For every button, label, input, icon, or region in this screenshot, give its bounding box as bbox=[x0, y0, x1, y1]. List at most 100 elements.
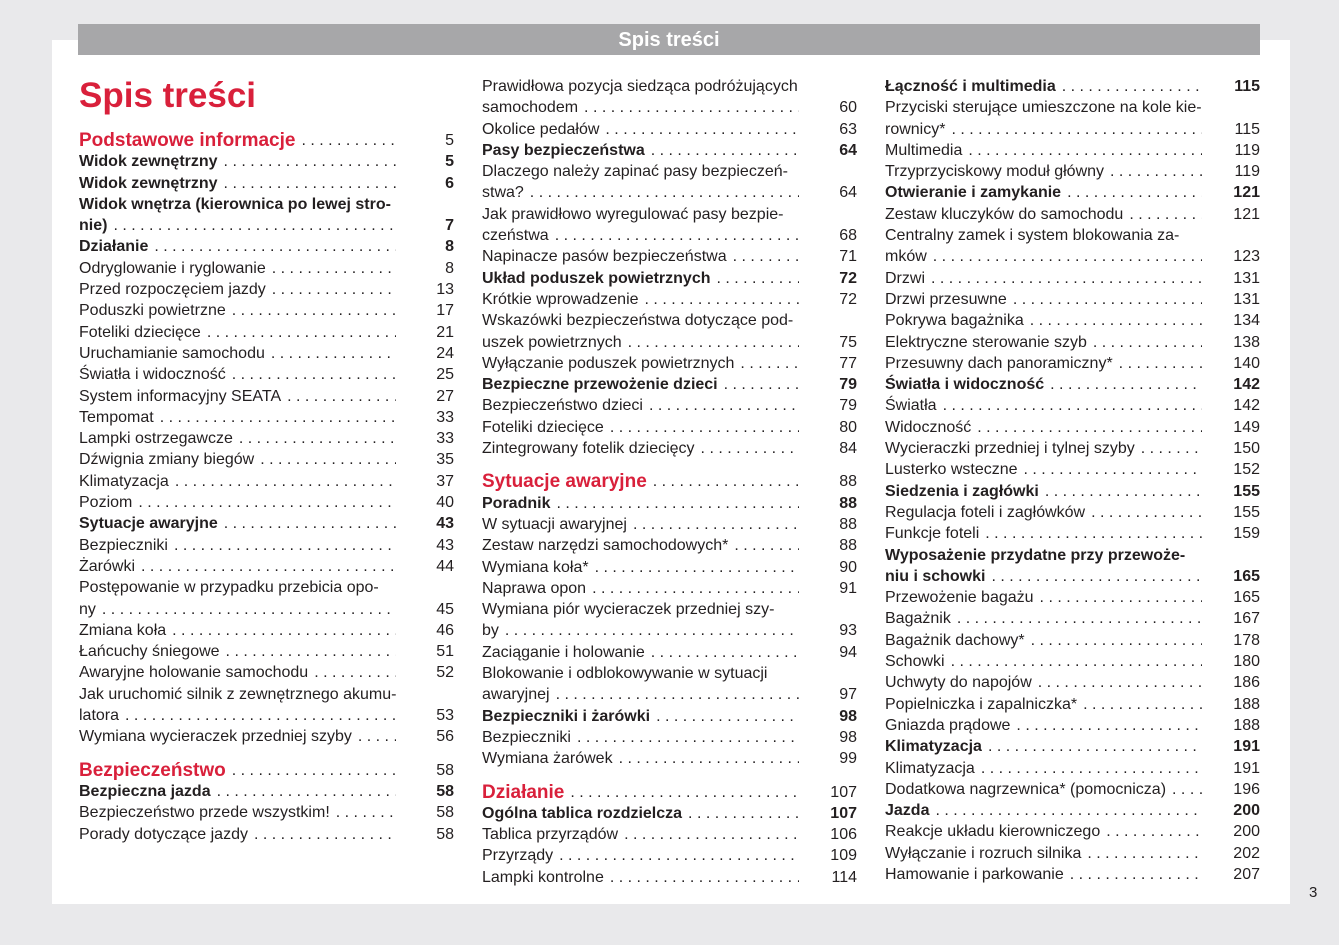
toc-entry[interactable]: Przed rozpoczęciem jazdy 13 bbox=[79, 279, 454, 300]
toc-entry[interactable]: Światła i widoczność 25 bbox=[79, 364, 454, 385]
toc-entry[interactable]: Wyłączanie i rozruch silnika 202 bbox=[885, 843, 1260, 864]
toc-entry[interactable]: Widok zewnętrzny 5 bbox=[79, 151, 454, 172]
toc-entry[interactable]: Zestaw kluczyków do samochodu 121 bbox=[885, 204, 1260, 225]
toc-entry[interactable]: Klimatyzacja 37 bbox=[79, 471, 454, 492]
toc-entry[interactable]: Bezpieczniki i żarówki 98 bbox=[482, 706, 857, 727]
toc-entry[interactable]: Klimatyzacja 191 bbox=[885, 736, 1260, 757]
toc-entry[interactable]: Dźwignia zmiany biegów 35 bbox=[79, 449, 454, 470]
toc-entry[interactable]: Pokrywa bagażnika 134 bbox=[885, 310, 1260, 331]
toc-entry[interactable]: Siedzenia i zagłówki 155 bbox=[885, 481, 1260, 502]
toc-page-number: 88 bbox=[839, 494, 857, 512]
toc-entry[interactable]: Bezpieczeństwo przede wszystkim! 58 bbox=[79, 802, 454, 823]
toc-entry[interactable]: Pasy bezpieczeństwa 64 bbox=[482, 140, 857, 161]
toc-entry[interactable]: Łączność i multimedia 115 bbox=[885, 76, 1260, 97]
toc-entry[interactable]: Jak prawidłowo wyregulować pasy bezpie-c… bbox=[482, 204, 857, 247]
toc-entry[interactable]: Uruchamianie samochodu 24 bbox=[79, 343, 454, 364]
toc-entry[interactable]: Drzwi przesuwne 131 bbox=[885, 289, 1260, 310]
toc-entry[interactable]: Wyłączanie poduszek powietrznych 77 bbox=[482, 353, 857, 374]
toc-entry[interactable]: Dodatkowa nagrzewnica* (pomocnicza) 196 bbox=[885, 779, 1260, 800]
toc-entry[interactable]: Funkcje foteli 159 bbox=[885, 523, 1260, 544]
toc-entry[interactable]: Awaryjne holowanie samochodu 52 bbox=[79, 662, 454, 683]
toc-entry[interactable]: Lampki ostrzegawcze 33 bbox=[79, 428, 454, 449]
toc-entry[interactable]: Bezpieczniki 43 bbox=[79, 535, 454, 556]
toc-entry[interactable]: Poduszki powietrzne 17 bbox=[79, 300, 454, 321]
toc-entry[interactable]: Uchwyty do napojów 186 bbox=[885, 672, 1260, 693]
toc-entry[interactable]: Bezpieczna jazda 58 bbox=[79, 781, 454, 802]
toc-entry[interactable]: Przyciski sterujące umieszczone na kole … bbox=[885, 97, 1260, 140]
toc-entry[interactable]: Łańcuchy śniegowe 51 bbox=[79, 641, 454, 662]
toc-entry[interactable]: Wymiana koła* 90 bbox=[482, 557, 857, 578]
toc-entry[interactable]: Przewożenie bagażu 165 bbox=[885, 587, 1260, 608]
toc-entry[interactable]: Hamowanie i parkowanie 207 bbox=[885, 864, 1260, 885]
toc-entry[interactable]: Wyposażenie przydatne przy przewoże-niu … bbox=[885, 545, 1260, 588]
toc-entry[interactable]: Zmiana koła 46 bbox=[79, 620, 454, 641]
toc-entry[interactable]: Bezpieczeństwo dzieci 79 bbox=[482, 395, 857, 416]
toc-entry[interactable]: Elektryczne sterowanie szyb 138 bbox=[885, 332, 1260, 353]
toc-entry[interactable]: Trzyprzyciskowy moduł główny 119 bbox=[885, 161, 1260, 182]
toc-entry[interactable]: Krótkie wprowadzenie 72 bbox=[482, 289, 857, 310]
toc-entry[interactable]: Bagażnik dachowy* 178 bbox=[885, 630, 1260, 651]
toc-entry[interactable]: Porady dotyczące jazdy 58 bbox=[79, 824, 454, 845]
toc-section-heading[interactable]: Sytuacje awaryjne 88 bbox=[482, 471, 857, 492]
toc-entry[interactable]: System informacyjny SEATA 27 bbox=[79, 386, 454, 407]
toc-entry[interactable]: Bezpieczniki 98 bbox=[482, 727, 857, 748]
toc-entry[interactable]: Centralny zamek i system blokowania za-m… bbox=[885, 225, 1260, 268]
toc-entry[interactable]: Napinacze pasów bezpieczeństwa 71 bbox=[482, 246, 857, 267]
toc-entry[interactable]: Prawidłowa pozycja siedząca podróżującyc… bbox=[482, 76, 857, 119]
toc-entry[interactable]: Tablica przyrządów 106 bbox=[482, 824, 857, 845]
toc-entry[interactable]: Światła 142 bbox=[885, 395, 1260, 416]
toc-entry[interactable]: Okolice pedałów 63 bbox=[482, 119, 857, 140]
toc-entry-text: Wycieraczki przedniej i tylnej szyby bbox=[885, 440, 1135, 458]
toc-entry[interactable]: Zaciąganie i holowanie 94 bbox=[482, 642, 857, 663]
toc-entry[interactable]: Wycieraczki przedniej i tylnej szyby 150 bbox=[885, 438, 1260, 459]
toc-entry[interactable]: Wymiana piór wycieraczek przedniej szy-b… bbox=[482, 599, 857, 642]
toc-entry[interactable]: Bagażnik 167 bbox=[885, 608, 1260, 629]
toc-entry[interactable]: Lampki kontrolne 114 bbox=[482, 867, 857, 888]
toc-entry[interactable]: Jak uruchomić silnik z zewnętrznego akum… bbox=[79, 684, 454, 727]
toc-entry[interactable]: Widoczność 149 bbox=[885, 417, 1260, 438]
toc-entry[interactable]: Zintegrowany fotelik dziecięcy 84 bbox=[482, 438, 857, 459]
toc-section-heading[interactable]: Bezpieczeństwo 58 bbox=[79, 760, 454, 781]
toc-entry[interactable]: Lusterko wsteczne 152 bbox=[885, 459, 1260, 480]
toc-entry[interactable]: Widok wnętrza (kierownica po lewej stro-… bbox=[79, 194, 454, 237]
toc-entry[interactable]: Postępowanie w przypadku przebicia opo-n… bbox=[79, 577, 454, 620]
dot-leader bbox=[1024, 459, 1202, 480]
toc-entry[interactable]: Otwieranie i zamykanie 121 bbox=[885, 182, 1260, 203]
toc-entry[interactable]: Foteliki dziecięce 80 bbox=[482, 417, 857, 438]
toc-entry[interactable]: Drzwi 131 bbox=[885, 268, 1260, 289]
toc-entry[interactable]: Światła i widoczność 142 bbox=[885, 374, 1260, 395]
toc-section-heading[interactable]: Działanie 107 bbox=[482, 782, 857, 803]
toc-entry[interactable]: Bezpieczne przewożenie dzieci 79 bbox=[482, 374, 857, 395]
toc-entry[interactable]: Regulacja foteli i zagłówków 155 bbox=[885, 502, 1260, 523]
toc-entry[interactable]: Foteliki dziecięce 21 bbox=[79, 322, 454, 343]
toc-entry[interactable]: Wymiana żarówek 99 bbox=[482, 748, 857, 769]
toc-entry-text: Sytuacje awaryjne bbox=[482, 471, 647, 493]
toc-entry[interactable]: Żarówki 44 bbox=[79, 556, 454, 577]
toc-entry[interactable]: Działanie 8 bbox=[79, 236, 454, 257]
toc-entry[interactable]: Ogólna tablica rozdzielcza 107 bbox=[482, 803, 857, 824]
toc-entry[interactable]: Blokowanie i odblokowywanie w sytuacji aw… bbox=[482, 663, 857, 706]
toc-entry[interactable]: Klimatyzacja 191 bbox=[885, 758, 1260, 779]
toc-entry[interactable]: Przyrządy 109 bbox=[482, 845, 857, 866]
toc-entry[interactable]: Sytuacje awaryjne 43 bbox=[79, 513, 454, 534]
toc-entry[interactable]: Poziom 40 bbox=[79, 492, 454, 513]
toc-entry[interactable]: Popielniczka i zapalniczka* 188 bbox=[885, 694, 1260, 715]
toc-entry[interactable]: Przesuwny dach panoramiczny* 140 bbox=[885, 353, 1260, 374]
toc-entry[interactable]: Układ poduszek powietrznych 72 bbox=[482, 268, 857, 289]
toc-entry[interactable]: Dlaczego należy zapinać pasy bezpieczeń-… bbox=[482, 161, 857, 204]
toc-entry[interactable]: Tempomat 33 bbox=[79, 407, 454, 428]
toc-entry[interactable]: Zestaw narzędzi samochodowych* 88 bbox=[482, 535, 857, 556]
toc-entry[interactable]: Jazda 200 bbox=[885, 800, 1260, 821]
toc-entry[interactable]: Naprawa opon 91 bbox=[482, 578, 857, 599]
toc-entry[interactable]: Gniazda prądowe 188 bbox=[885, 715, 1260, 736]
toc-entry[interactable]: Schowki 180 bbox=[885, 651, 1260, 672]
toc-entry[interactable]: Widok zewnętrzny 6 bbox=[79, 173, 454, 194]
toc-entry[interactable]: Wskazówki bezpieczeństwa dotyczące pod-u… bbox=[482, 310, 857, 353]
toc-entry[interactable]: W sytuacji awaryjnej 88 bbox=[482, 514, 857, 535]
toc-entry[interactable]: Odryglowanie i ryglowanie 8 bbox=[79, 258, 454, 279]
toc-entry[interactable]: Wymiana wycieraczek przedniej szyby 56 bbox=[79, 726, 454, 747]
toc-section-heading[interactable]: Podstawowe informacje 5 bbox=[79, 130, 454, 151]
toc-entry[interactable]: Reakcje układu kierowniczego 200 bbox=[885, 821, 1260, 842]
toc-entry[interactable]: Multimedia 119 bbox=[885, 140, 1260, 161]
toc-entry[interactable]: Poradnik 88 bbox=[482, 493, 857, 514]
